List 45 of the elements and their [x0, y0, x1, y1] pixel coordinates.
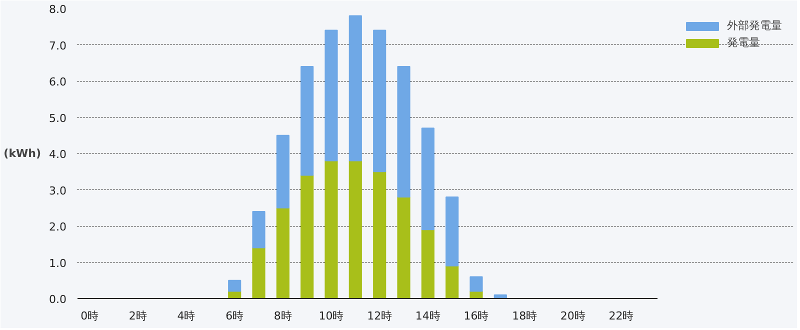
x-tick-label: 10時 [318, 310, 344, 322]
y-tick-label: 7.0 [49, 39, 67, 52]
y-tick-label: 1.0 [49, 256, 67, 270]
y-tick-label: 2.0 [49, 220, 67, 234]
x-tick-label: 6時 [226, 310, 244, 322]
x-tick-label: 4時 [177, 310, 196, 322]
y-tick-label: 5.0 [49, 112, 67, 125]
x-tick-label: 20時 [560, 310, 586, 322]
legend-label: 外部発電量 [727, 18, 782, 33]
y-tick-label: 3.0 [49, 184, 67, 198]
y-tick-label: 4.0 [49, 148, 67, 161]
bar [421, 229, 434, 298]
x-tick-label: 22時 [608, 310, 634, 322]
x-tick-label: 2時 [128, 310, 147, 322]
x-tick-label: 12時 [367, 310, 392, 322]
bar [324, 160, 338, 298]
bar [300, 174, 314, 298]
bar [276, 134, 290, 208]
x-tick-label: 0時 [80, 310, 99, 322]
bar [421, 128, 434, 230]
bar [470, 276, 483, 292]
y-tick-label: 6.0 [49, 76, 67, 88]
bar [348, 160, 362, 298]
x-tick-label: 14時 [415, 310, 440, 322]
bar [373, 171, 386, 298]
x-tick-label: 8時 [274, 310, 292, 322]
y-tick-label: 8.0 [49, 3, 67, 16]
bar [324, 30, 338, 162]
bar [300, 66, 314, 176]
bar [397, 196, 410, 298]
bar [348, 15, 362, 162]
y-axis-title: (kWh) [4, 147, 42, 160]
bar [276, 207, 290, 298]
y-tick-label: 0.0 [49, 293, 67, 306]
bar [446, 196, 459, 266]
bar [373, 30, 386, 172]
bar [446, 265, 459, 298]
x-tick-label: 16時 [464, 310, 489, 322]
bar [228, 280, 242, 292]
x-tick-label: 18時 [512, 310, 538, 322]
bar [397, 66, 410, 198]
bar [494, 294, 507, 298]
bar [252, 247, 266, 298]
bar [252, 211, 266, 248]
legend-label: 発電量 [727, 35, 760, 50]
